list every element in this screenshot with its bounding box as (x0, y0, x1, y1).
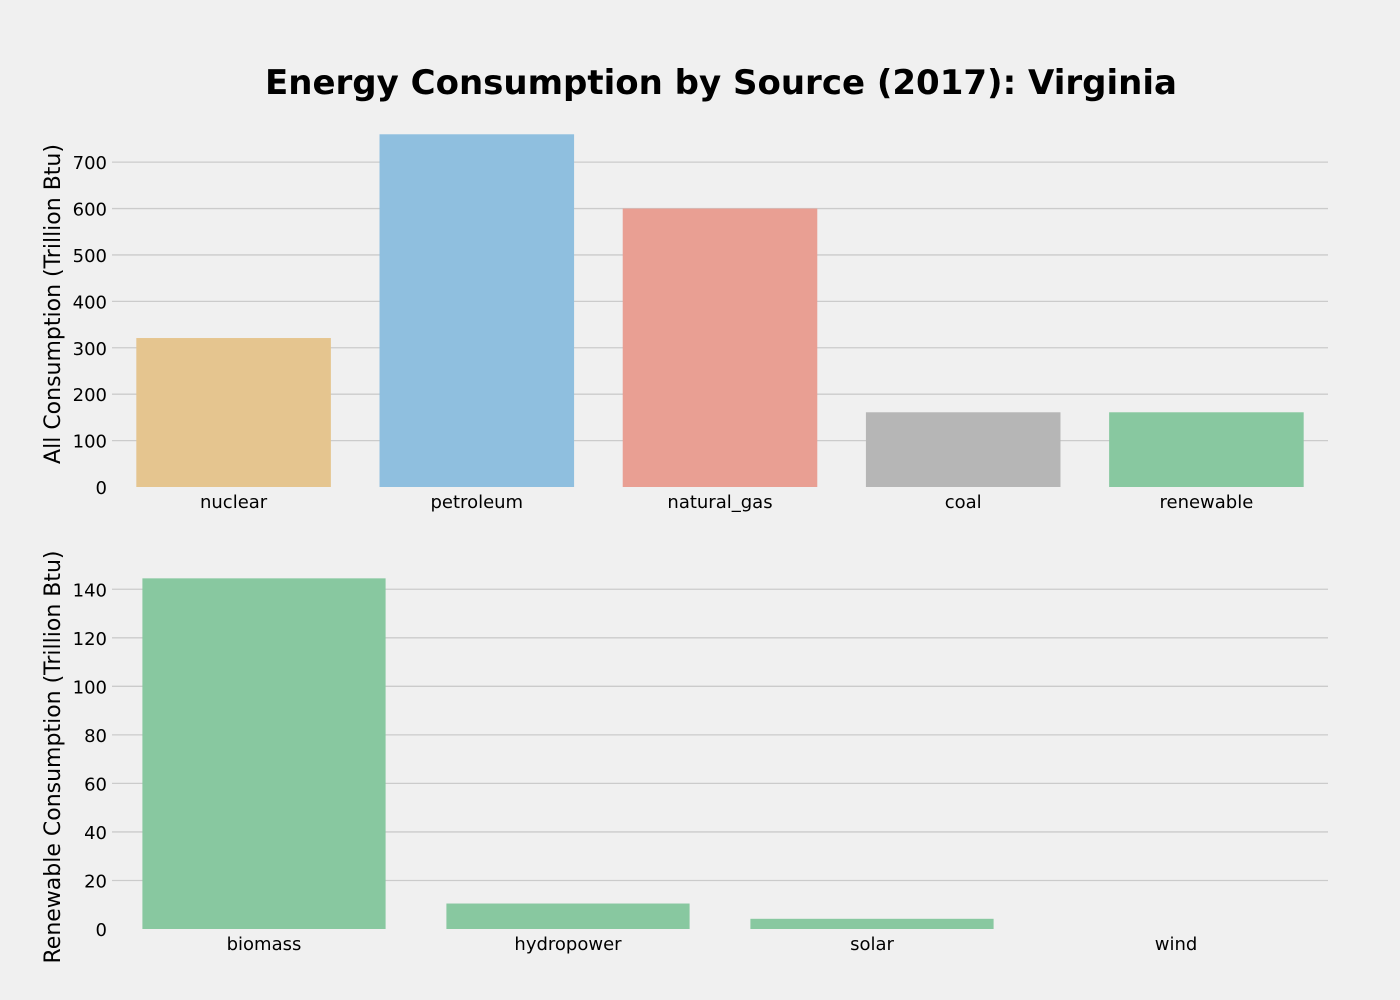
all-x-tick-label: nuclear (200, 492, 268, 513)
renewable-x-tick-label: biomass (227, 934, 302, 955)
renewable-x-tick-label: hydropower (514, 934, 622, 955)
renewable-x-tick-label: solar (850, 934, 894, 955)
renewable-consumption-panel: 0 20 40 60 80 100 120 140 biomass hydropower sola… (41, 550, 1328, 964)
renewable-y-tick-label: 20 (84, 871, 107, 892)
chart-title: Energy Consumption by Source (2017): Vir… (265, 63, 1177, 103)
all-bar-natural_gas (622, 208, 818, 488)
all-consumption-panel: 0 100 200 300 400 500 600 700 nuclear petroleum n… (41, 134, 1328, 513)
all-y-tick-label: 0 (96, 478, 107, 499)
renewable-y-tick-label: 100 (73, 677, 107, 698)
renewable-bar-biomass (142, 578, 386, 929)
all-consumption-y-axis-label: All Consumption (Trillion Btu) (41, 144, 66, 464)
all-x-tick-label: coal (945, 492, 982, 513)
renewable-y-tick-label: 140 (73, 580, 107, 601)
renewable-x-tick-label: wind (1155, 934, 1198, 955)
all-y-tick-label: 300 (73, 339, 107, 360)
all-bar-renewable (1109, 412, 1304, 487)
renewable-y-tick-label: 0 (96, 920, 107, 941)
renewable-bar-solar (750, 918, 994, 929)
all-bar-nuclear (136, 338, 331, 487)
all-x-tick-label: petroleum (431, 492, 524, 513)
all-y-tick-label: 100 (73, 432, 107, 453)
all-x-tick-label: natural_gas (667, 492, 772, 513)
renewable-y-tick-label: 80 (84, 726, 107, 747)
renewable-y-tick-label: 120 (73, 629, 107, 650)
all-y-tick-label: 500 (73, 246, 107, 267)
all-y-tick-label: 700 (73, 153, 107, 174)
renewable-y-tick-label: 60 (84, 774, 107, 795)
renewable-consumption-y-axis-label: Renewable Consumption (Trillion Btu) (41, 550, 66, 963)
all-y-tick-label: 600 (73, 200, 107, 221)
all-bar-coal (865, 412, 1061, 487)
all-y-tick-label: 200 (73, 385, 107, 406)
all-y-tick-label: 400 (73, 292, 107, 313)
renewable-y-tick-label: 40 (84, 823, 107, 844)
all-x-tick-label: renewable (1159, 492, 1253, 513)
all-bar-petroleum (379, 134, 575, 488)
renewable-bar-hydropower (446, 903, 690, 929)
